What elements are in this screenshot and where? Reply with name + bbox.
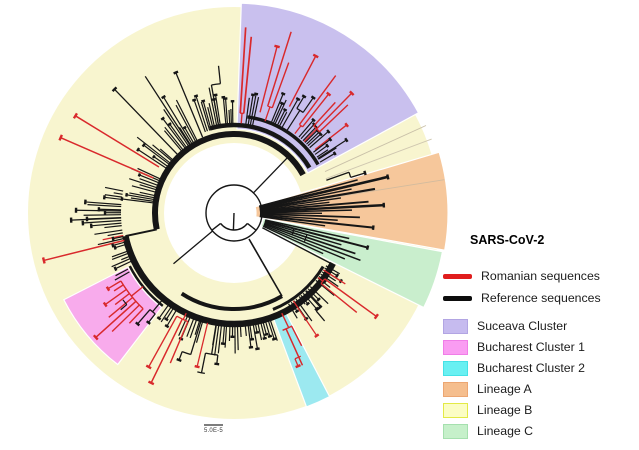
scale-bar-line bbox=[204, 424, 223, 426]
scale-bar-label: 5.0E-5 bbox=[204, 428, 223, 434]
scale-bar: 5.0E-5 bbox=[204, 424, 223, 434]
